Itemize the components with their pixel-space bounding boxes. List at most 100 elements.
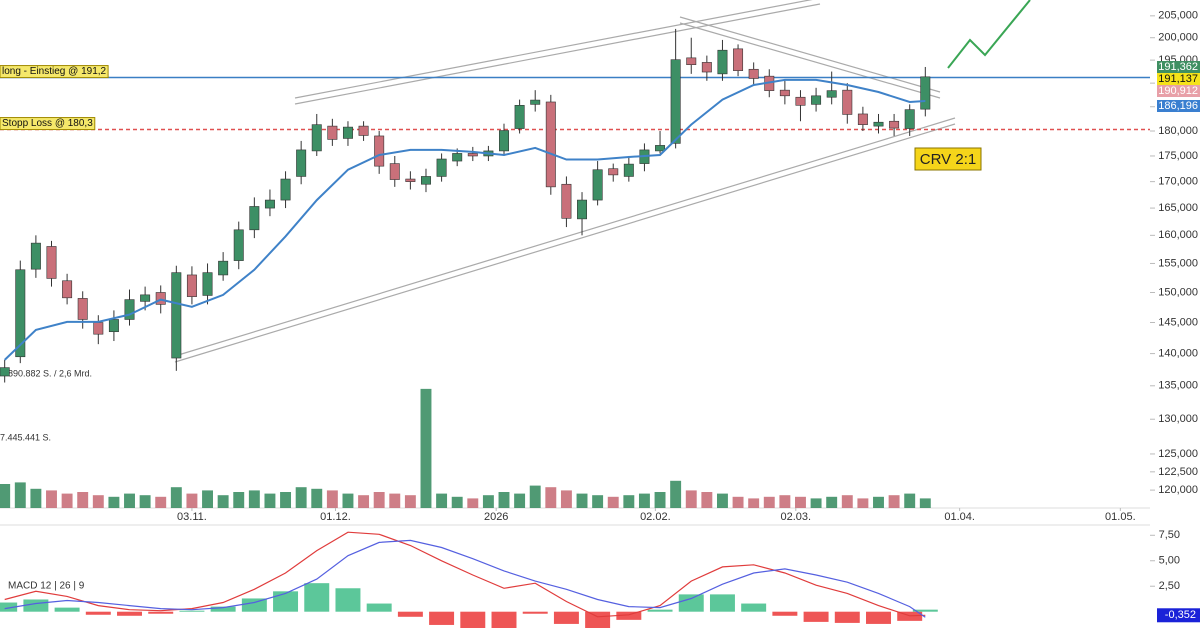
candle-body xyxy=(389,163,400,180)
candle-body xyxy=(748,68,759,79)
volume-bar xyxy=(529,485,541,508)
macd-histogram-bar xyxy=(54,607,80,612)
x-tick-label: 01.04. xyxy=(944,511,975,523)
candle-body xyxy=(171,272,182,359)
volume-bar xyxy=(607,496,619,508)
y-tick-label: 170,000 xyxy=(1158,176,1198,188)
macd-histogram-bar xyxy=(366,603,392,612)
projection-arrow xyxy=(947,0,1031,69)
candle-body xyxy=(202,272,213,296)
level-label: long - Einstieg @ 191,2 xyxy=(2,66,107,77)
macd-histogram-bar xyxy=(85,611,111,615)
candle-body xyxy=(717,49,728,75)
macd-histogram-bar xyxy=(460,611,486,628)
candle-body xyxy=(577,199,588,220)
price-tag xyxy=(1157,100,1200,112)
volume-bar xyxy=(436,493,448,508)
y-tick-label: 155,000 xyxy=(1158,257,1198,269)
volume-bar xyxy=(202,490,213,508)
volume-bar xyxy=(498,492,510,508)
volume-bar xyxy=(264,493,276,508)
volume-bar xyxy=(0,484,11,508)
macd-histogram-bar xyxy=(678,594,704,612)
macd-title: MACD 12 | 26 | 9 xyxy=(8,581,85,592)
candle-body xyxy=(499,130,509,152)
candle-body xyxy=(374,135,385,167)
x-tick-label: 01.12. xyxy=(320,511,351,523)
macd-y-tick-label: 7,50 xyxy=(1159,529,1180,541)
x-tick-label: 01.05. xyxy=(1105,511,1136,523)
macd-histogram-bar xyxy=(491,611,517,628)
volume-bar xyxy=(685,490,697,508)
volume-bar xyxy=(576,493,588,508)
volume-bar xyxy=(342,493,354,508)
y-tick-label: 125,000 xyxy=(1158,448,1198,460)
volume-bar xyxy=(873,496,884,508)
candle-body xyxy=(140,294,151,302)
volume-bar xyxy=(732,496,744,508)
volume-bar xyxy=(295,487,307,508)
macd-histogram-bar xyxy=(912,609,938,612)
candle-body xyxy=(15,269,26,358)
macd-histogram-bar xyxy=(335,588,361,612)
volume-bar xyxy=(233,492,245,508)
candle-body xyxy=(545,101,556,188)
volume-bar xyxy=(404,495,416,508)
candle-body xyxy=(233,229,244,261)
volume-bar xyxy=(467,498,479,508)
macd-y-tick-label: 2,50 xyxy=(1159,580,1180,592)
volume-annotation: 890.882 S. / 2,6 Mrd. xyxy=(8,368,92,378)
volume-bar xyxy=(545,487,557,508)
macd-histogram-bar xyxy=(210,606,236,612)
level-label-box xyxy=(0,65,109,79)
volume-bar xyxy=(826,496,838,508)
volume-bar xyxy=(14,482,26,508)
macd-histogram-bar xyxy=(148,611,174,614)
level-label: Stopp Loss @ 180,3 xyxy=(2,118,93,129)
volume-bar xyxy=(30,488,42,508)
candle-body xyxy=(358,125,369,136)
y-tick-label: 120,000 xyxy=(1158,484,1198,496)
y-tick-label: 200,000 xyxy=(1158,32,1198,44)
y-tick-label: 135,000 xyxy=(1158,380,1198,392)
candle-body xyxy=(296,149,307,177)
volume-bar xyxy=(248,490,260,508)
candle-body xyxy=(857,113,868,125)
candle-body xyxy=(0,367,10,377)
price-tag xyxy=(1157,85,1200,97)
candle-body xyxy=(873,121,884,127)
volume-bar xyxy=(358,495,370,508)
macd-tag-label: -0,352 xyxy=(1165,609,1196,621)
annotation: CRV 2:1 xyxy=(920,151,976,168)
volume-bar xyxy=(92,495,104,508)
candle-body xyxy=(779,89,790,97)
volume-bar xyxy=(139,495,151,508)
volume-bar xyxy=(326,490,338,508)
macd-histogram-bar xyxy=(866,611,891,624)
candle-body xyxy=(280,178,291,201)
candle-body xyxy=(342,126,353,139)
macd-histogram-bar xyxy=(241,598,267,612)
candle-body xyxy=(452,153,463,162)
volume-bar xyxy=(919,498,931,508)
macd-histogram-bar xyxy=(616,611,642,620)
volume-bar xyxy=(670,480,682,508)
volume-bar xyxy=(857,498,869,508)
candle-body xyxy=(264,199,275,209)
candle-body xyxy=(904,109,915,129)
candle-body xyxy=(733,48,744,71)
macd-histogram-bar xyxy=(772,611,798,616)
candle-body xyxy=(655,145,666,152)
volume-bar xyxy=(46,490,57,508)
y-tick-label: 150,000 xyxy=(1158,286,1198,298)
candle-body xyxy=(405,178,416,182)
candle-body xyxy=(795,96,806,106)
y-tick-label: 205,000 xyxy=(1158,10,1198,22)
candle-body xyxy=(920,76,931,110)
volume-bar xyxy=(155,496,167,508)
x-tick-label: 02.02. xyxy=(640,511,671,523)
volume-bar xyxy=(560,490,572,508)
candle-body xyxy=(62,280,73,299)
candle-body xyxy=(686,57,697,65)
